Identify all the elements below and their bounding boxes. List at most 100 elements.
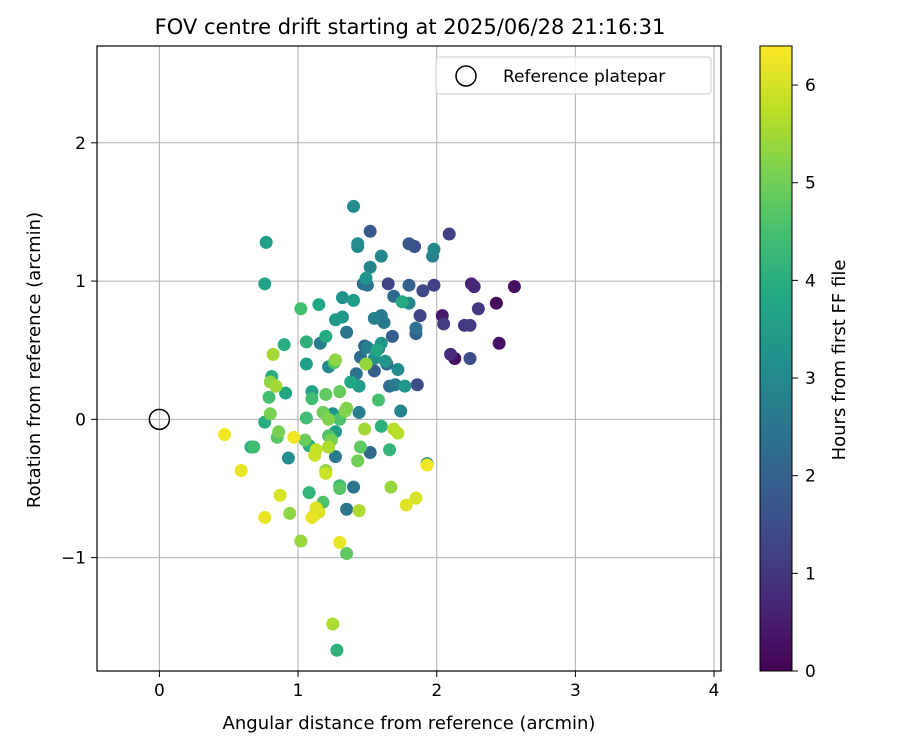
data-point bbox=[371, 393, 385, 407]
data-point bbox=[410, 378, 424, 392]
legend-box bbox=[435, 56, 712, 95]
data-point bbox=[322, 412, 336, 426]
data-point bbox=[385, 329, 399, 343]
colorbar-tick-label: 4 bbox=[805, 271, 816, 291]
data-point bbox=[340, 546, 354, 560]
data-point bbox=[305, 511, 319, 525]
data-point bbox=[299, 357, 313, 371]
plot-area bbox=[97, 46, 721, 671]
colorbar-tick-label: 2 bbox=[805, 467, 816, 487]
data-point bbox=[394, 404, 408, 418]
data-point bbox=[340, 401, 354, 415]
data-point bbox=[262, 390, 276, 404]
data-point bbox=[283, 506, 297, 520]
colorbar bbox=[759, 45, 793, 672]
data-point bbox=[299, 411, 313, 425]
data-point bbox=[463, 352, 477, 365]
data-point bbox=[335, 291, 349, 305]
data-point bbox=[359, 271, 373, 285]
data-point bbox=[279, 386, 293, 400]
data-point bbox=[463, 318, 477, 332]
data-point bbox=[363, 260, 377, 274]
data-point bbox=[395, 295, 409, 309]
data-point bbox=[363, 446, 377, 460]
colorbar-tick-label: 6 bbox=[805, 76, 816, 96]
data-point bbox=[391, 426, 405, 440]
data-point bbox=[351, 454, 365, 468]
data-point bbox=[258, 277, 272, 291]
y-tick-label: −1 bbox=[61, 549, 86, 569]
data-point bbox=[391, 363, 405, 377]
data-point bbox=[383, 443, 397, 457]
data-point bbox=[302, 486, 316, 500]
data-point bbox=[277, 338, 291, 352]
x-tick-label: 0 bbox=[154, 681, 165, 701]
legend: Reference platepar bbox=[435, 56, 712, 95]
data-point bbox=[344, 375, 358, 389]
data-point bbox=[259, 235, 273, 249]
data-point bbox=[272, 425, 286, 439]
colorbar-tick-label: 3 bbox=[805, 369, 816, 389]
data-points bbox=[218, 199, 521, 657]
y-tick-label: 2 bbox=[75, 134, 86, 154]
data-point bbox=[329, 450, 343, 464]
data-point bbox=[471, 302, 485, 316]
colorbar-tick-label: 1 bbox=[805, 564, 816, 584]
data-point bbox=[374, 249, 388, 263]
data-point bbox=[467, 280, 481, 294]
colorbar-ticks: 0 1 2 3 4 5 6 bbox=[792, 76, 816, 682]
data-point bbox=[353, 440, 367, 454]
data-point bbox=[319, 387, 333, 401]
data-point bbox=[287, 430, 301, 444]
x-tick-label: 1 bbox=[293, 681, 304, 701]
legend-label-reference: Reference platepar bbox=[503, 67, 665, 87]
y-tick-label: 0 bbox=[75, 410, 86, 430]
data-point bbox=[319, 466, 333, 480]
data-point bbox=[247, 440, 261, 454]
x-axis-ticks: 0 1 2 3 4 bbox=[154, 671, 719, 701]
data-point bbox=[340, 502, 354, 516]
data-point bbox=[340, 325, 354, 339]
data-point bbox=[416, 284, 430, 298]
data-point bbox=[234, 464, 248, 478]
data-point bbox=[329, 353, 343, 367]
data-point bbox=[402, 278, 416, 292]
data-point bbox=[352, 504, 366, 518]
data-point bbox=[308, 448, 322, 462]
data-point bbox=[298, 433, 312, 447]
data-point bbox=[388, 378, 402, 392]
data-point bbox=[381, 277, 395, 291]
reference-point-marker bbox=[148, 408, 171, 431]
grid-lines bbox=[97, 46, 721, 671]
data-point bbox=[409, 321, 423, 335]
data-point bbox=[351, 237, 365, 251]
data-point bbox=[507, 280, 521, 294]
data-point bbox=[333, 481, 347, 495]
y-tick-label: 1 bbox=[75, 272, 86, 292]
data-point bbox=[442, 227, 456, 241]
data-point bbox=[347, 480, 361, 494]
data-point bbox=[299, 335, 313, 349]
data-point bbox=[444, 347, 458, 361]
data-point bbox=[489, 296, 503, 310]
data-point bbox=[263, 407, 277, 421]
data-point bbox=[420, 458, 434, 472]
colorbar-tick-label: 0 bbox=[805, 662, 816, 682]
plot-frame bbox=[96, 45, 722, 672]
data-point bbox=[273, 488, 287, 502]
reference-marker bbox=[148, 408, 171, 431]
data-point bbox=[333, 385, 347, 399]
data-point bbox=[377, 316, 391, 330]
data-point bbox=[492, 336, 506, 350]
chart-title: FOV centre drift starting at 2025/06/28 … bbox=[155, 15, 666, 39]
y-axis-ticks: −1 0 1 2 bbox=[61, 134, 97, 569]
data-point bbox=[294, 534, 308, 548]
data-point bbox=[266, 347, 280, 361]
data-point bbox=[258, 511, 272, 525]
data-point bbox=[427, 242, 441, 256]
data-point bbox=[413, 309, 427, 323]
data-point bbox=[378, 354, 392, 368]
x-axis-label: Angular distance from reference (arcmin) bbox=[223, 713, 596, 734]
data-point bbox=[319, 329, 333, 343]
data-point bbox=[218, 428, 232, 442]
